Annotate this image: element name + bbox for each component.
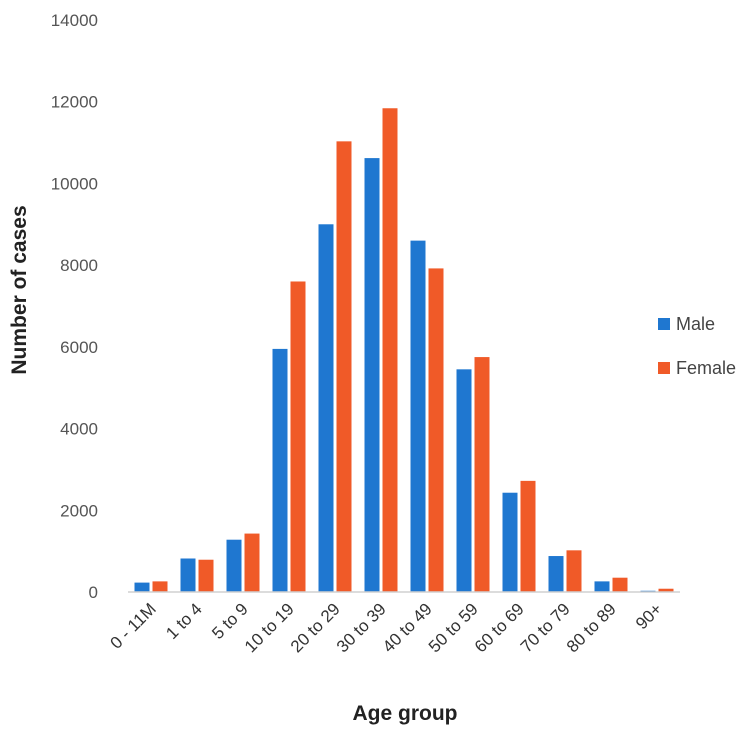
x-tick-label: 90+	[632, 599, 666, 633]
bar-male	[456, 369, 472, 592]
y-tick-label: 0	[89, 583, 98, 602]
y-axis-title: Number of cases	[8, 205, 31, 374]
bar-male	[134, 582, 150, 592]
bar-male	[180, 558, 196, 592]
x-tick-label: 80 to 89	[563, 599, 620, 656]
x-axis-title: Age group	[353, 702, 458, 725]
x-tick-label: 10 to 19	[241, 599, 298, 656]
bar-male	[364, 158, 380, 592]
y-tick-label: 8000	[60, 256, 98, 275]
bar-male	[226, 539, 242, 592]
x-tick-label: 70 to 79	[517, 599, 574, 656]
bar-female	[198, 559, 214, 592]
bar-female	[336, 141, 352, 593]
y-tick-label: 6000	[60, 338, 98, 357]
legend-swatch-male	[658, 318, 670, 330]
x-tick-label: 20 to 29	[287, 599, 344, 656]
y-axis-ticks: 0 2000 4000 6000 8000 10000 12000 14000	[51, 11, 98, 602]
legend-label-male: Male	[676, 314, 715, 334]
x-tick-label: 50 to 59	[425, 599, 482, 656]
x-tick-label: 30 to 39	[333, 599, 390, 656]
bar-female	[382, 108, 398, 592]
x-tick-label: 5 to 9	[208, 599, 252, 643]
legend-swatch-female	[658, 362, 670, 374]
x-tick-label: 1 to 4	[162, 599, 206, 643]
bar-female	[290, 281, 306, 592]
bar-female	[474, 357, 490, 592]
bar-female	[658, 588, 674, 592]
bar-female	[244, 533, 260, 592]
bar-male	[318, 224, 334, 593]
y-tick-label: 4000	[60, 420, 98, 439]
bar-female	[520, 480, 536, 592]
bar-female	[566, 550, 582, 592]
bar-male	[548, 556, 564, 592]
x-tick-label: 60 to 69	[471, 599, 528, 656]
bar-female	[152, 581, 168, 592]
legend-label-female: Female	[676, 358, 736, 378]
bar-female	[612, 577, 628, 592]
y-tick-label: 10000	[51, 174, 98, 193]
bars	[134, 108, 674, 593]
bar-male	[410, 240, 426, 592]
y-tick-label: 14000	[51, 11, 98, 30]
y-tick-label: 2000	[60, 501, 98, 520]
bar-male	[272, 348, 288, 592]
x-tick-label: 40 to 49	[379, 599, 436, 656]
y-tick-label: 12000	[51, 93, 98, 112]
bar-female	[428, 268, 444, 592]
x-tick-label: 0 - 11M	[107, 599, 160, 652]
bar-male	[502, 492, 518, 592]
bar-male	[594, 581, 610, 592]
legend: Male Female	[658, 314, 736, 378]
